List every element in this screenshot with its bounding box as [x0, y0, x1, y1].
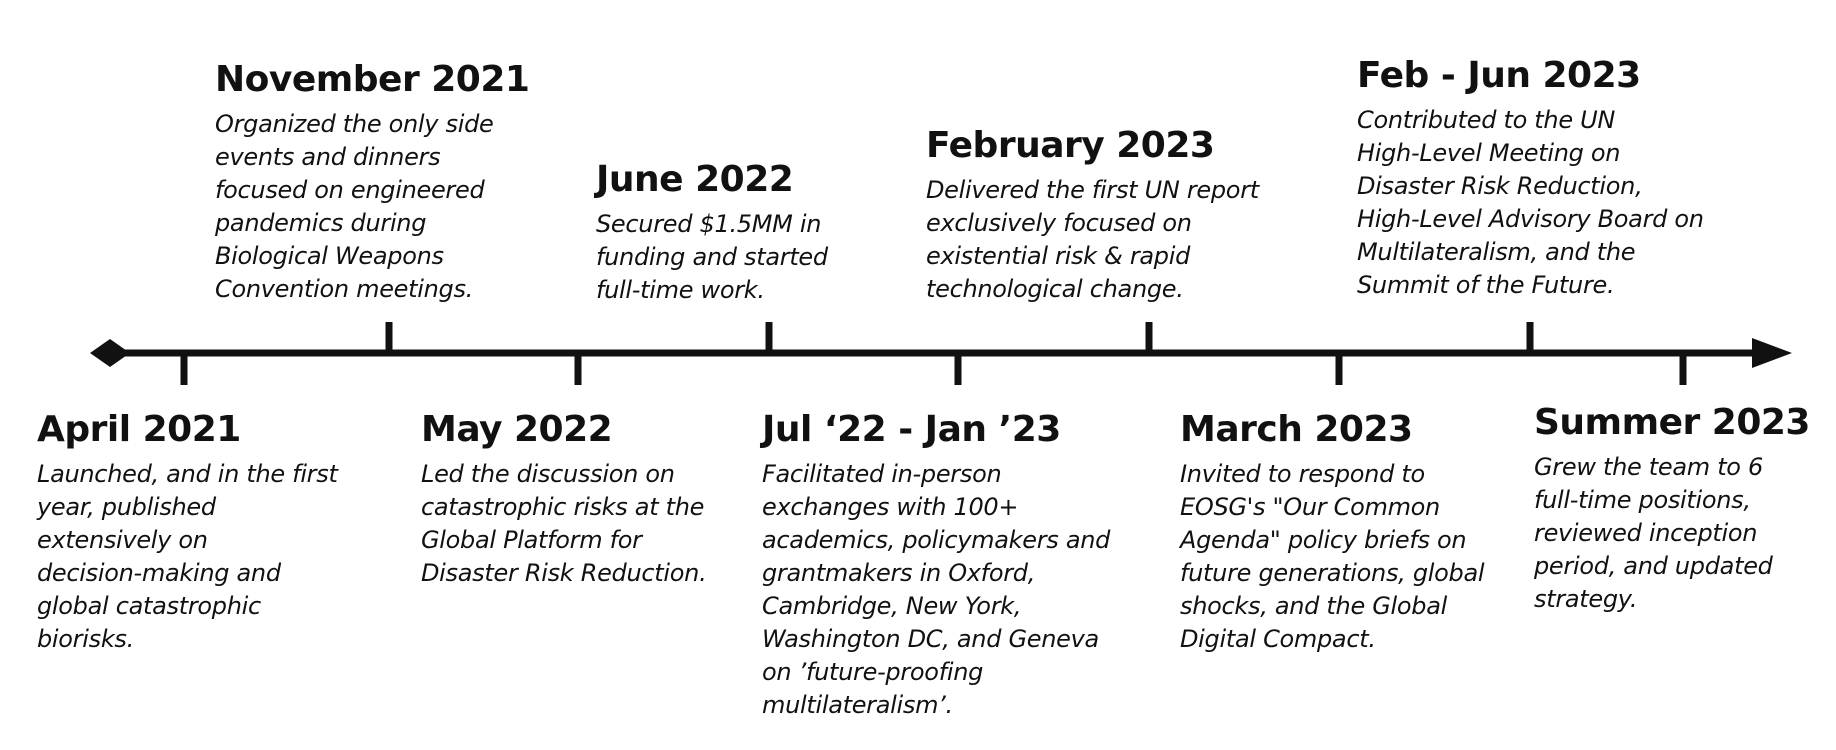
description-line: strategy.	[1534, 585, 1638, 613]
description-line: full-time work.	[596, 276, 765, 304]
description-line: on ’future-proofing	[762, 658, 984, 686]
event-description: Organized the only side events and dinne…	[215, 108, 555, 306]
description-line: Facilitated in-person	[762, 460, 1002, 488]
description-line: Multilateralism, and the	[1357, 238, 1636, 266]
description-line: pandemics during	[215, 209, 427, 237]
description-line: existential risk & rapid	[926, 242, 1191, 270]
event-may-2022: May 2022 Led the discussion on catastrop…	[421, 410, 751, 590]
description-line: decision-making and	[37, 559, 281, 587]
description-line: year, published	[37, 493, 216, 521]
event-title: May 2022	[421, 409, 613, 450]
description-line: focused on engineered	[215, 176, 485, 204]
description-line: period, and updated	[1534, 552, 1773, 580]
description-line: Agenda" policy briefs on	[1180, 526, 1467, 554]
description-line: Global Platform for	[421, 526, 642, 554]
description-line: reviewed inception	[1534, 519, 1758, 547]
event-title: Feb - Jun 2023	[1357, 55, 1641, 96]
description-line: Cambridge, New York,	[762, 592, 1022, 620]
description-line: Disaster Risk Reduction,	[1357, 172, 1643, 200]
event-title: Summer 2023	[1534, 402, 1810, 443]
event-title: June 2022	[596, 159, 794, 200]
description-line: Invited to respond to	[1180, 460, 1425, 488]
description-line: technological change.	[926, 275, 1184, 303]
event-title: April 2021	[37, 409, 241, 450]
description-line: funding and started	[596, 243, 828, 271]
description-line: shocks, and the Global	[1180, 592, 1448, 620]
event-march-2023: March 2023 Invited to respond to EOSG's …	[1180, 410, 1520, 656]
event-description: Facilitated in-person exchanges with 100…	[762, 458, 1142, 722]
description-line: Convention meetings.	[215, 275, 474, 303]
description-line: global catastrophic	[37, 592, 261, 620]
event-description: Launched, and in the first year, publish…	[37, 458, 397, 656]
description-line: Secured $1.5MM in	[596, 210, 822, 238]
event-title: February 2023	[926, 125, 1215, 166]
event-description: Secured $1.5MM in funding and started fu…	[596, 208, 916, 307]
description-line: exclusively focused on	[926, 209, 1192, 237]
description-line: Contributed to the UN	[1357, 106, 1616, 134]
event-jul22-jan23: Jul ‘22 - Jan ’23 Facilitated in-person …	[762, 410, 1142, 722]
description-line: multilateralism’.	[762, 691, 953, 719]
description-line: Washington DC, and Geneva	[762, 625, 1099, 653]
event-title: March 2023	[1180, 409, 1413, 450]
description-line: Launched, and in the first	[37, 460, 338, 488]
event-description: Contributed to the UN High-Level Meeting…	[1357, 104, 1777, 302]
description-line: Organized the only side	[215, 110, 494, 138]
description-line: biorisks.	[37, 625, 134, 653]
event-description: Led the discussion on catastrophic risks…	[421, 458, 751, 590]
description-line: future generations, global	[1180, 559, 1485, 587]
event-description: Invited to respond to EOSG's "Our Common…	[1180, 458, 1520, 656]
event-summer-2023: Summer 2023 Grew the team to 6 full-time…	[1534, 403, 1829, 616]
event-april-2021: April 2021 Launched, and in the first ye…	[37, 410, 397, 656]
description-line: Led the discussion on	[421, 460, 675, 488]
description-line: Digital Compact.	[1180, 625, 1376, 653]
description-line: Summit of the Future.	[1357, 271, 1615, 299]
event-title: November 2021	[215, 59, 530, 100]
timeline-start-diamond-icon	[90, 339, 130, 367]
description-line: grantmakers in Oxford,	[762, 559, 1036, 587]
description-line: exchanges with 100+	[762, 493, 1019, 521]
description-line: Grew the team to 6	[1534, 453, 1763, 481]
description-line: events and dinners	[215, 143, 441, 171]
event-november-2021: November 2021 Organized the only side ev…	[215, 60, 555, 306]
description-line: Disaster Risk Reduction.	[421, 559, 707, 587]
event-june-2022: June 2022 Secured $1.5MM in funding and …	[596, 160, 916, 307]
description-line: extensively on	[37, 526, 208, 554]
timeline-arrowhead-icon	[1752, 338, 1792, 368]
event-title: Jul ‘22 - Jan ’23	[762, 409, 1061, 450]
event-february-2023: February 2023 Delivered the first UN rep…	[926, 126, 1316, 306]
description-line: High-Level Meeting on	[1357, 139, 1621, 167]
event-feb-jun-2023: Feb - Jun 2023 Contributed to the UN Hig…	[1357, 56, 1777, 302]
description-line: Biological Weapons	[215, 242, 444, 270]
description-line: EOSG's "Our Common	[1180, 493, 1440, 521]
description-line: High-Level Advisory Board on	[1357, 205, 1704, 233]
description-line: catastrophic risks at the	[421, 493, 705, 521]
description-line: full-time positions,	[1534, 486, 1751, 514]
event-description: Delivered the first UN report exclusivel…	[926, 174, 1316, 306]
description-line: academics, policymakers and	[762, 526, 1111, 554]
description-line: Delivered the first UN report	[926, 176, 1259, 204]
event-description: Grew the team to 6 full-time positions, …	[1534, 451, 1829, 616]
